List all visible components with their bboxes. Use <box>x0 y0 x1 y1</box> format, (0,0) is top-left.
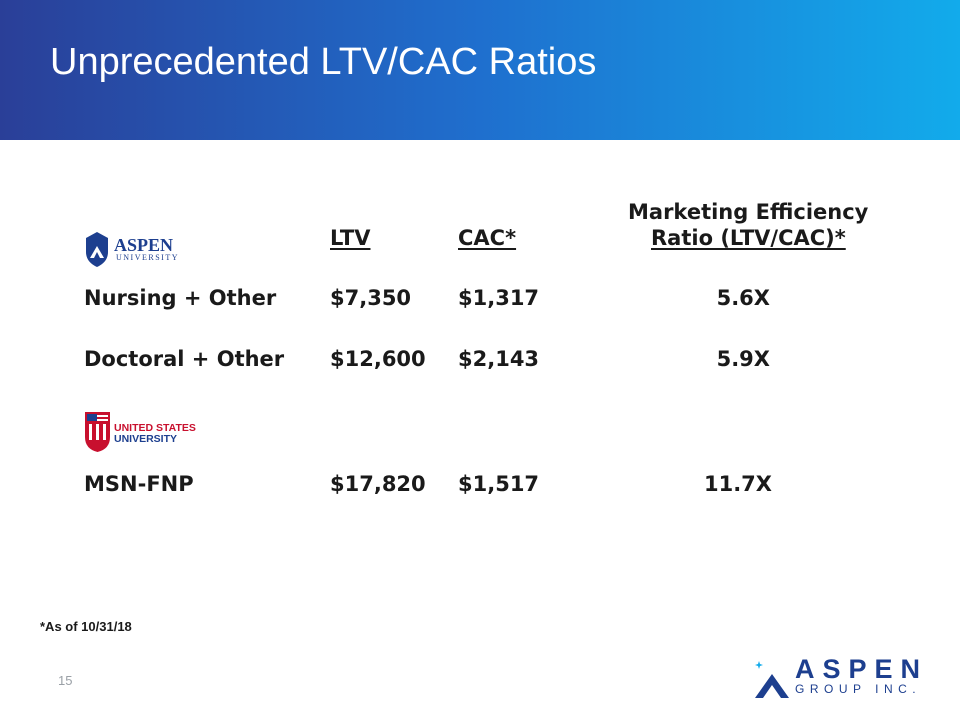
aspen-university-logo-line1: ASPEN <box>114 235 173 255</box>
footnote: *As of 10/31/18 <box>40 619 132 634</box>
row-3-ltv: $17,820 <box>330 472 426 496</box>
aspen-group-logo-line2: GROUP INC. <box>795 682 922 696</box>
row-2-cac: $2,143 <box>458 347 540 371</box>
row-1-ltv: $7,350 <box>330 286 412 310</box>
page-number: 15 <box>58 673 73 688</box>
ltv-header: LTV <box>330 226 371 250</box>
row-3-ratio: 11.7X <box>703 472 772 496</box>
aspen-group-mountain-icon <box>755 661 789 698</box>
cac-header: CAC* <box>458 226 517 250</box>
row-3-program: MSN-FNP <box>84 472 194 496</box>
title-banner <box>0 0 960 140</box>
aspen-group-logo-line1: ASPEN <box>795 654 929 684</box>
row-1-cac: $1,317 <box>458 286 540 310</box>
usu-logo-line2: UNIVERSITY <box>114 433 177 445</box>
ratio-header-line2: Ratio (LTV/CAC)* <box>651 226 846 250</box>
row-2-ratio: 5.9X <box>716 347 770 371</box>
row-1-ratio: 5.6X <box>716 286 770 310</box>
usu-logo-line1: UNITED STATES <box>114 422 196 434</box>
row-3-cac: $1,517 <box>458 472 540 496</box>
united-states-university-logo: UNITED STATES UNIVERSITY <box>85 412 196 452</box>
aspen-university-logo: ASPEN UNIVERSITY <box>86 232 179 267</box>
ratio-header-line1: Marketing Efficiency <box>628 200 869 224</box>
row-1-program: Nursing + Other <box>84 286 277 310</box>
row-2-program: Doctoral + Other <box>84 347 285 371</box>
aspen-university-logo-line2: UNIVERSITY <box>116 253 179 262</box>
slide-title: Unprecedented LTV/CAC Ratios <box>50 41 597 83</box>
row-2-ltv: $12,600 <box>330 347 426 371</box>
